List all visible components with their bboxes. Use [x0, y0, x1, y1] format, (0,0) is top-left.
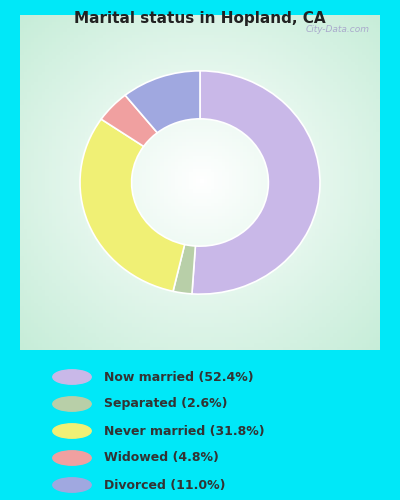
- Text: Divorced (11.0%): Divorced (11.0%): [104, 478, 226, 492]
- Wedge shape: [125, 71, 200, 133]
- Circle shape: [53, 370, 91, 384]
- Wedge shape: [192, 71, 320, 294]
- Circle shape: [53, 397, 91, 411]
- Wedge shape: [101, 95, 157, 146]
- Text: Separated (2.6%): Separated (2.6%): [104, 398, 228, 410]
- Text: Widowed (4.8%): Widowed (4.8%): [104, 452, 219, 464]
- Circle shape: [53, 478, 91, 492]
- Wedge shape: [173, 244, 195, 294]
- Text: Never married (31.8%): Never married (31.8%): [104, 424, 265, 438]
- Circle shape: [53, 451, 91, 465]
- Text: Marital status in Hopland, CA: Marital status in Hopland, CA: [74, 12, 326, 26]
- Wedge shape: [80, 119, 185, 292]
- Text: Now married (52.4%): Now married (52.4%): [104, 370, 254, 384]
- Text: City-Data.com: City-Data.com: [305, 25, 369, 34]
- Circle shape: [53, 424, 91, 438]
